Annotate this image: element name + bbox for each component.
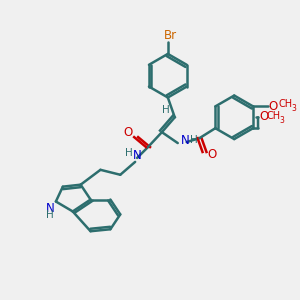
Text: N: N [181, 134, 190, 147]
Text: O: O [208, 148, 217, 161]
Text: H: H [190, 135, 197, 145]
Text: 3: 3 [291, 104, 296, 113]
Text: N: N [133, 149, 142, 162]
Text: H: H [46, 210, 54, 220]
Text: O: O [259, 110, 268, 123]
Text: Br: Br [164, 28, 177, 42]
Text: H: H [125, 148, 133, 158]
Text: O: O [268, 100, 278, 113]
Text: CH: CH [267, 111, 281, 121]
Text: H: H [162, 105, 170, 116]
Text: N: N [46, 202, 54, 215]
Text: CH: CH [279, 99, 293, 110]
Text: 3: 3 [279, 116, 284, 125]
Text: O: O [124, 126, 133, 139]
